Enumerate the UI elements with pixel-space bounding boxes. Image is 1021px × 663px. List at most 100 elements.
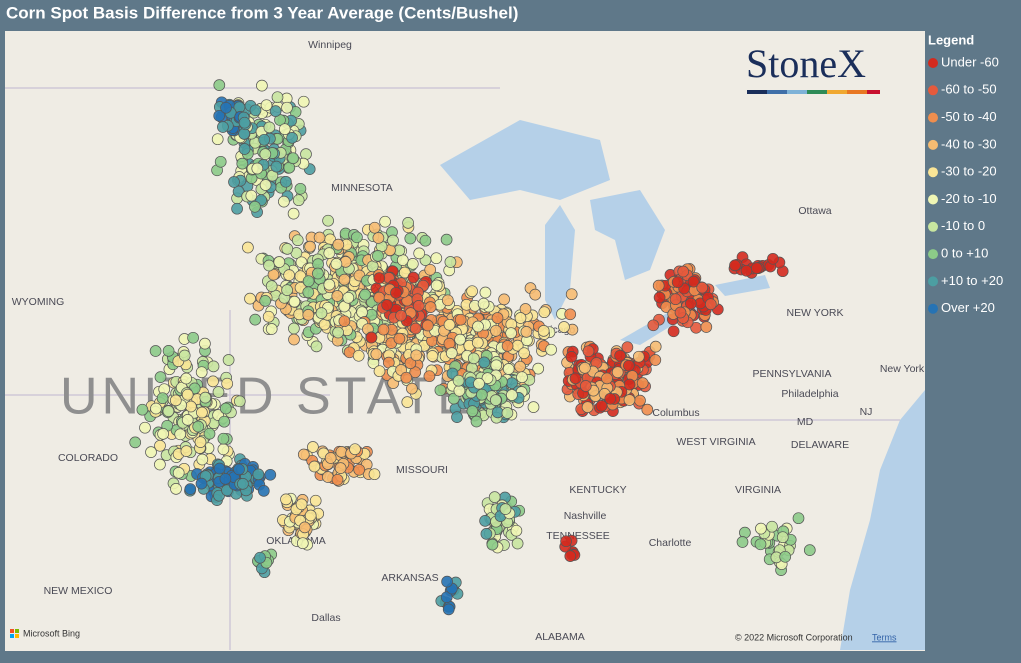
- site-dot: [481, 372, 494, 384]
- site-dot: [298, 521, 311, 534]
- legend-swatch: [928, 58, 938, 68]
- legend-swatch: [928, 249, 938, 260]
- site-dot: [331, 473, 344, 486]
- site-dot: [129, 436, 142, 449]
- site-dot: [471, 336, 484, 349]
- lake-ontario: [715, 275, 770, 296]
- site-dot: [162, 345, 175, 357]
- place-label: Winnipeg: [308, 39, 352, 51]
- site-dot: [470, 415, 483, 428]
- site-dot: [156, 392, 169, 405]
- site-dot: [445, 347, 458, 359]
- site-dot: [195, 366, 208, 379]
- site-dot: [421, 319, 434, 332]
- site-dot: [313, 231, 326, 244]
- site-dot: [424, 263, 437, 276]
- site-dot: [373, 365, 386, 378]
- site-dot: [767, 252, 779, 265]
- site-dot: [192, 420, 205, 433]
- site-dot: [491, 312, 504, 324]
- site-dot: [312, 267, 324, 280]
- terms-link[interactable]: Terms: [872, 632, 897, 642]
- site-dot: [604, 392, 617, 405]
- legend-swatch: [928, 112, 938, 123]
- site-dot: [262, 310, 275, 323]
- site-dot: [172, 467, 185, 479]
- site-dot: [623, 394, 636, 406]
- site-dot: [236, 157, 249, 170]
- site-dot: [401, 396, 414, 408]
- site-dot: [196, 406, 208, 419]
- site-dot: [174, 428, 187, 441]
- site-dot: [185, 400, 197, 413]
- site-dot: [332, 238, 345, 251]
- site-dot: [249, 313, 262, 326]
- site-dot: [511, 537, 524, 550]
- site-dot: [281, 284, 293, 296]
- site-dot: [564, 550, 577, 562]
- place-label: DELAWARE: [791, 439, 849, 451]
- site-dot: [632, 350, 645, 363]
- site-dot: [331, 290, 344, 302]
- site-dot: [479, 286, 492, 299]
- site-dot: [271, 91, 284, 104]
- site-dot: [283, 269, 295, 281]
- site-dot: [685, 297, 697, 310]
- place-label: Dallas: [311, 612, 340, 624]
- legend-title: Legend: [928, 32, 974, 47]
- site-dot: [368, 221, 381, 234]
- site-dot: [245, 189, 258, 202]
- site-dot: [518, 347, 530, 360]
- logo-text: StoneX: [746, 41, 866, 86]
- site-dot: [466, 405, 479, 417]
- site-dot: [207, 360, 220, 373]
- site-dot: [520, 326, 533, 338]
- site-dot: [217, 443, 230, 456]
- legend-label: -10 to 0: [941, 218, 985, 233]
- site-dot: [322, 214, 334, 227]
- site-dot: [653, 291, 666, 304]
- site-dot: [309, 494, 322, 507]
- site-dot: [379, 215, 391, 228]
- site-dot: [477, 297, 490, 310]
- site-dot: [259, 179, 272, 191]
- site-dot: [407, 271, 420, 284]
- site-dot: [349, 443, 361, 456]
- legend-swatch: [928, 194, 938, 205]
- site-dot: [623, 359, 635, 372]
- site-dot: [278, 123, 291, 136]
- site-dot: [332, 326, 344, 339]
- site-dot: [499, 503, 512, 515]
- legend-label: -60 to -50: [941, 82, 997, 97]
- site-dot: [755, 522, 767, 535]
- site-dot: [409, 322, 422, 335]
- site-dot: [488, 491, 501, 503]
- site-dot: [419, 234, 432, 247]
- site-dot: [636, 377, 649, 389]
- site-dot: [667, 325, 680, 338]
- site-dot: [700, 321, 713, 333]
- site-dot: [516, 371, 528, 384]
- site-dot: [406, 258, 419, 270]
- site-dot: [296, 537, 309, 550]
- site-dot: [352, 349, 365, 362]
- site-dot: [157, 428, 169, 440]
- site-dot: [335, 446, 348, 458]
- map: UNITED STATES Winnipeg MINNESOTA WYOMING CO…: [5, 31, 925, 651]
- logo: StoneX: [746, 41, 880, 94]
- site-dot: [263, 121, 276, 134]
- site-dot: [479, 515, 491, 527]
- site-dot: [338, 315, 351, 328]
- site-dot: [220, 101, 232, 114]
- site-dot: [398, 266, 411, 279]
- legend-swatch: [928, 85, 938, 96]
- site-dot: [149, 345, 162, 357]
- site-dot: [259, 295, 272, 307]
- place-label: ALABAMA: [535, 631, 585, 643]
- site-dot: [288, 295, 301, 308]
- site-dot: [472, 320, 484, 333]
- site-dot: [441, 294, 454, 307]
- site-dot: [280, 175, 292, 188]
- site-dot: [400, 371, 413, 384]
- site-dot: [178, 349, 191, 362]
